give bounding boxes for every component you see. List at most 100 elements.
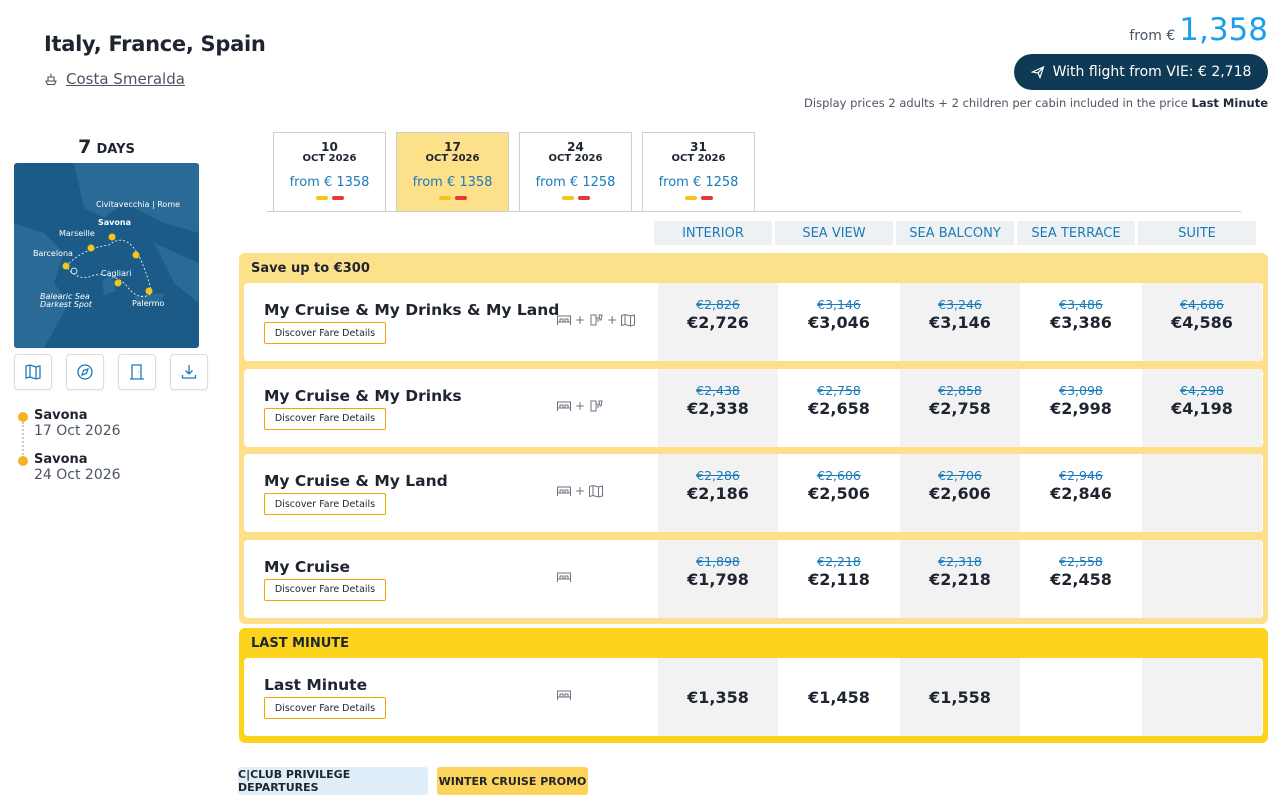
original-price: €3,246 [938, 297, 982, 312]
date-tab[interactable]: 31 OCT 2026 from € 1258 [642, 132, 755, 212]
flight-button-label: With flight from VIE: € 2,718 [1052, 64, 1252, 80]
original-price: €4,686 [1180, 297, 1224, 312]
route-map[interactable]: Civitavecchia | Rome Savona Marseille Ba… [14, 163, 199, 348]
date-tab[interactable]: 17 OCT 2026 from € 1358 [396, 132, 509, 212]
category-header[interactable]: SEA TERRACE [1017, 221, 1135, 245]
map-button[interactable] [14, 354, 52, 390]
door-button[interactable] [118, 354, 156, 390]
date-tab[interactable]: 24 OCT 2026 from € 1258 [519, 132, 632, 212]
discover-fare-details-button[interactable]: Discover Fare Details [264, 493, 386, 515]
availability-bars [274, 196, 385, 200]
price: €2,218 [929, 569, 991, 589]
availability-bar-red [454, 196, 467, 200]
map-tools [14, 354, 208, 390]
price: €2,658 [808, 398, 870, 418]
availability-bars [643, 196, 754, 200]
availability-bar-red [577, 196, 590, 200]
ship-name[interactable]: Costa Smeralda [66, 70, 185, 88]
price-cell[interactable]: €2,318 €2,218 [900, 539, 1020, 618]
price-cell[interactable]: €2,946 €2,846 [1021, 454, 1141, 532]
discover-fare-details-button[interactable]: Discover Fare Details [264, 578, 386, 601]
original-price: €2,558 [1059, 553, 1103, 569]
cabin-icon [557, 315, 571, 325]
winter-promo-badge[interactable]: WINTER CRUISE PROMO [437, 767, 588, 795]
group-title: LAST MINUTE [251, 636, 350, 651]
tab-month: OCT 2026 [548, 153, 603, 164]
price-cell[interactable]: €3,098 €2,998 [1021, 369, 1141, 447]
price-cell[interactable]: €2,558 €2,458 [1021, 540, 1141, 618]
discover-fare-details-button[interactable]: Discover Fare Details [264, 697, 386, 719]
price-cell[interactable]: €2,706 €2,606 [900, 454, 1020, 532]
compass-icon [77, 364, 93, 380]
original-price: €2,438 [696, 382, 740, 398]
price: €3,386 [1050, 313, 1112, 332]
flight-button[interactable]: With flight from VIE: € 2,718 [1014, 54, 1268, 90]
category-header[interactable]: INTERIOR [654, 221, 772, 245]
cabin-icon [557, 401, 571, 411]
map-label-palermo: Palermo [132, 299, 165, 308]
original-price: €1,898 [696, 553, 740, 569]
price-cell[interactable]: €2,438 €2,338 [658, 368, 778, 447]
fare-includes: + [556, 399, 604, 413]
price: €2,338 [687, 398, 749, 418]
price: €1,798 [687, 569, 749, 589]
fare-name: My Cruise [264, 557, 351, 576]
date-tab[interactable]: 10 OCT 2026 from € 1358 [273, 132, 386, 212]
price-cell[interactable]: €2,286 €2,186 [658, 454, 778, 532]
stop-item: Savona 24 Oct 2026 [18, 452, 121, 496]
price-cell[interactable]: €2,826 €2,726 [658, 283, 778, 361]
category-header[interactable]: SUITE [1138, 221, 1256, 245]
original-price: €2,758 [817, 382, 861, 398]
price-cell[interactable]: €4,686 €4,586 [1142, 283, 1262, 361]
price: €2,726 [687, 313, 749, 332]
club-privilege-badge[interactable]: C|CLUB PRIVILEGE DEPARTURES [238, 767, 428, 795]
price-cell[interactable]: €3,486 €3,386 [1021, 283, 1141, 361]
price-cell[interactable]: €2,218 €2,118 [779, 540, 899, 618]
discover-fare-details-button[interactable]: Discover Fare Details [264, 322, 386, 344]
original-price: €2,858 [938, 382, 982, 398]
availability-bar-yellow [684, 196, 697, 200]
price: €3,046 [808, 313, 870, 332]
price-cell[interactable]: €2,858 €2,758 [900, 368, 1020, 447]
price-cell[interactable]: €1,358 [658, 658, 778, 736]
price-cell[interactable]: €1,458 [779, 658, 899, 736]
compass-button[interactable] [66, 354, 104, 390]
pin-icon [18, 456, 28, 466]
price-from-label: from € [1129, 28, 1176, 44]
availability-bar-yellow [561, 196, 574, 200]
original-price: €3,098 [1059, 382, 1103, 398]
price-cell [1142, 658, 1262, 736]
tab-month: OCT 2026 [302, 153, 357, 164]
map-label-darkest: Darkest Spot [40, 300, 92, 309]
fare-row: My Cruise & My Drinks Discover Fare Detai… [244, 368, 1263, 447]
price-cell[interactable]: €3,146 €3,046 [779, 283, 899, 361]
ship-link[interactable]: Costa Smeralda [44, 70, 185, 88]
original-price: €3,486 [1059, 297, 1103, 312]
price: €1,558 [929, 688, 991, 707]
category-header[interactable]: SEA BALCONY [896, 221, 1014, 245]
days-unit: DAYS [96, 142, 135, 157]
display-note-bold: Last Minute [1191, 96, 1269, 110]
price-cell[interactable]: €2,758 €2,658 [779, 369, 899, 447]
availability-bars [397, 196, 508, 200]
price: €2,846 [1050, 484, 1112, 503]
stop-date: 17 Oct 2026 [34, 423, 121, 439]
price: €3,146 [929, 313, 991, 332]
category-header[interactable]: SEA VIEW [775, 221, 893, 245]
price: €1,458 [808, 688, 870, 707]
price-cell[interactable]: €4,298 €4,198 [1142, 368, 1262, 447]
stop-port: Savona [34, 452, 88, 467]
price-cell[interactable]: €3,246 €3,146 [900, 283, 1020, 361]
door-icon [130, 364, 144, 380]
price-cell[interactable]: €1,898 €1,798 [658, 539, 778, 618]
tab-day: 24 [567, 140, 584, 154]
fare-includes [556, 688, 572, 702]
tab-day: 31 [690, 140, 707, 154]
price-cell[interactable]: €1,558 [900, 658, 1020, 736]
price-cell[interactable]: €2,606 €2,506 [779, 454, 899, 532]
tab-month: OCT 2026 [671, 153, 726, 164]
download-icon [181, 365, 197, 379]
discover-fare-details-button[interactable]: Discover Fare Details [264, 407, 386, 430]
pin-icon [18, 412, 28, 422]
download-button[interactable] [170, 354, 208, 390]
